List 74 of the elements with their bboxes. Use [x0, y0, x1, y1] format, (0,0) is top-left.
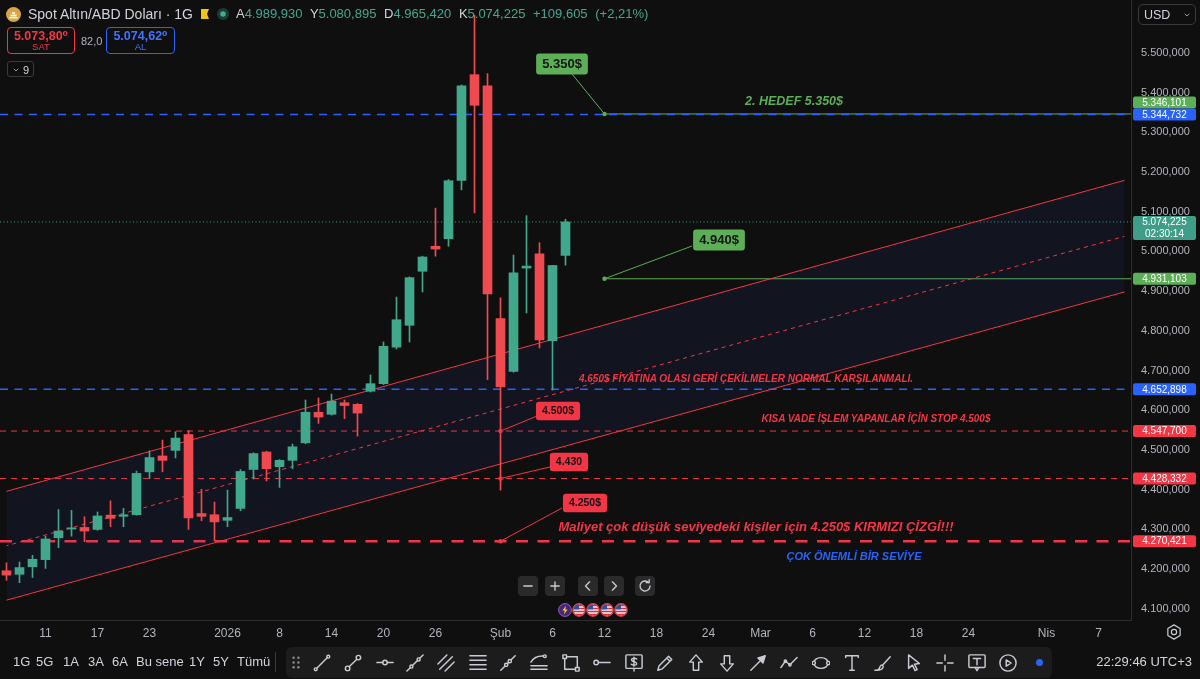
annotation: 82,0 [81, 35, 103, 47]
text: 1Y [189, 654, 205, 669]
text: 6A [112, 654, 128, 669]
x-tick-label: Nis [1037, 625, 1056, 640]
annotation: 4.940$ [699, 232, 740, 248]
annotation: ÇOK ÖNEMLİ BİR SEVİYE [786, 550, 923, 563]
y-tick-label: 4.100,000 [1141, 601, 1190, 614]
y-tick-label: 4.800,000 [1141, 323, 1190, 336]
x-tick-label: 12 [857, 625, 872, 640]
x-tick-label: 18 [909, 625, 924, 640]
x-tick-label: 11 [39, 625, 53, 640]
currency-dropdown: USD [1138, 4, 1196, 25]
annotation: 9 [23, 63, 30, 76]
y-tick-label: 5.300,000 [1141, 125, 1190, 138]
annotation: 5.074,62⁰ [112, 29, 169, 43]
toggle-button: 9 [7, 61, 34, 77]
x-tick-label: 14 [324, 625, 339, 640]
text: Tümü [237, 654, 271, 669]
x-tick-label: 7 [1095, 625, 1103, 640]
y-tick-label: 4.500,000 [1141, 443, 1190, 456]
annotation: SAT [32, 41, 50, 52]
text: 1G [13, 654, 31, 669]
annotation: 4.250$ [568, 496, 602, 509]
annotation: 4.500$ [541, 404, 575, 417]
x-tick-label: 26 [428, 625, 443, 640]
y-tick-label: 5.100,000 [1141, 204, 1190, 217]
y-tick-label: 4.200,000 [1141, 562, 1190, 575]
y-tick-label: 5.400,000 [1141, 85, 1190, 98]
buy-button: 5.074,62⁰ AL [106, 27, 175, 54]
annotation: Maliyet çok düşük seviyedeki kişiler için 4.250$ KIRMIZI ÇİZGİ!!! [558, 518, 955, 534]
x-tick-label: 23 [142, 625, 157, 640]
ref-line-label: 4.547,700 [1142, 425, 1188, 437]
x-tick-label: 18 [649, 625, 664, 640]
text: Bu sene [136, 654, 184, 669]
x-tick-label: 6 [809, 625, 817, 640]
ref-line-label: 5.344,732 [1142, 108, 1188, 120]
text: 22:29:46 UTC+3 [1096, 654, 1192, 669]
text: 5G [36, 654, 54, 669]
ref-line-label: 4.270,421 [1142, 535, 1188, 547]
y-tick-label: 4.400,000 [1141, 482, 1190, 495]
annotation: 5.073,80⁰ [12, 29, 70, 43]
ref-line-label: 5.346,101 [1142, 96, 1188, 108]
x-tick-label: 2026 [214, 625, 242, 640]
ref-line-label: 4.931,103 [1142, 273, 1188, 285]
chart-title: Spot Altın/ABD Doları · 1G [28, 5, 193, 23]
sell-button: 5.073,80⁰ SAT [7, 27, 75, 54]
x-tick-label: 17 [90, 625, 105, 640]
text: 5Y [213, 654, 229, 669]
annotation: AL [134, 41, 147, 52]
y-tick-label: 5.500,000 [1141, 45, 1190, 58]
annotation: 5.350$ [542, 56, 583, 72]
y-tick-label: 4.700,000 [1141, 363, 1190, 376]
x-tick-label: 6 [549, 625, 557, 640]
y-tick-label: 4.300,000 [1141, 522, 1190, 535]
ref-line-label: 5.074,225 02:30:14 [1142, 216, 1188, 240]
x-tick-label: 12 [597, 625, 612, 640]
annotation: 4.430 [555, 455, 583, 468]
annotation: KISA VADE İŞLEM YAPANLAR İÇİN STOP 4.500$ [761, 411, 991, 424]
x-tick-label: 24 [701, 625, 716, 640]
x-tick-label: 8 [276, 625, 284, 640]
x-tick-label: 24 [961, 625, 976, 640]
ref-line-label: 4.428,332 [1142, 472, 1188, 484]
y-tick-label: 4.600,000 [1141, 403, 1190, 416]
text: 1A [63, 654, 79, 669]
x-tick-label: 20 [376, 625, 391, 640]
x-tick-label: Mar [750, 625, 771, 640]
annotation: 2. HEDEF 5.350$ [744, 94, 845, 109]
y-tick-label: 5.200,000 [1141, 165, 1190, 178]
text: A4.989,930 Y5.080,895 D4.965,420 K5.074,225 +109,605 (+2,21%) [235, 6, 649, 21]
x-tick-label: Şub [489, 625, 512, 640]
ref-line-label: 4.652,898 [1142, 383, 1188, 395]
text: 3A [88, 654, 104, 669]
y-tick-label: 5.000,000 [1141, 244, 1190, 257]
y-tick-label: 4.900,000 [1141, 284, 1190, 297]
